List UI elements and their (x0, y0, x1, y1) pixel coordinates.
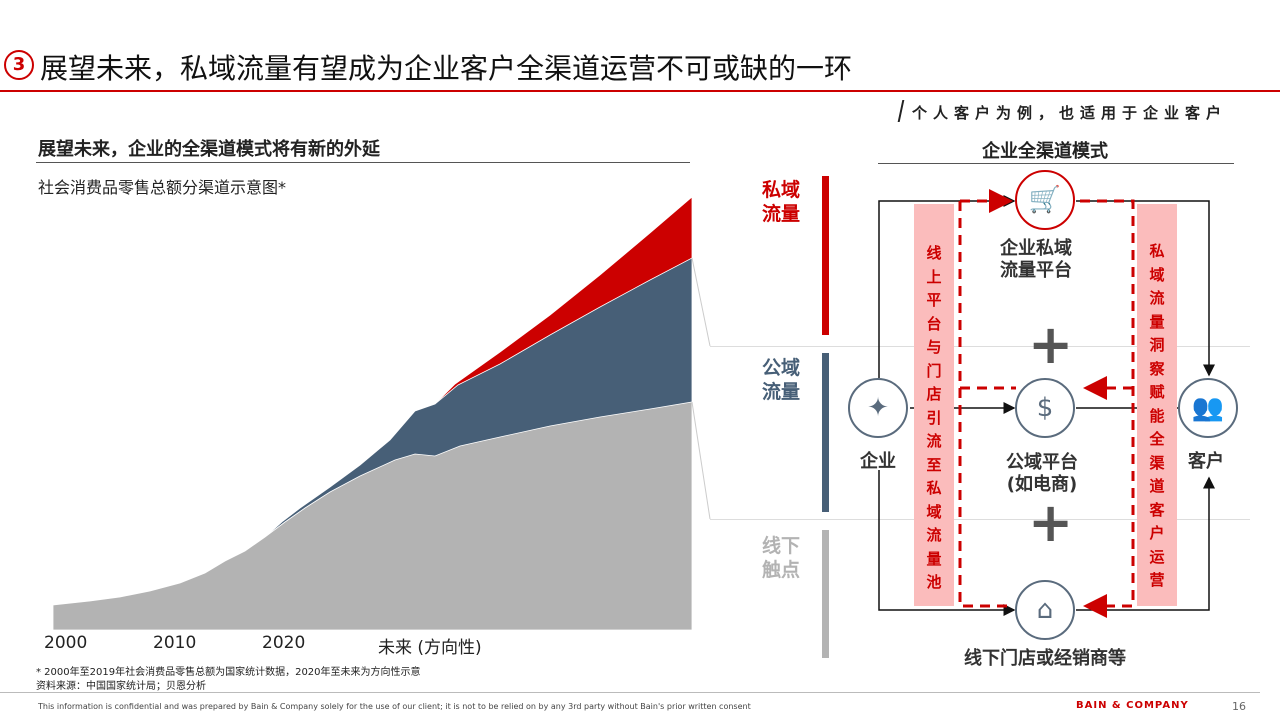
title-divider (0, 90, 1280, 92)
dashed-loop-left (958, 201, 1016, 390)
band-right-text: 私域流量洞察赋能全渠道客户运营 (1149, 242, 1165, 589)
footer-divider (0, 692, 1260, 693)
x-label: 2020 (262, 633, 306, 653)
right-heading: 企业全渠道模式 (982, 141, 1108, 162)
x-label: 2000 (44, 633, 88, 653)
section-number: 3 (4, 50, 34, 80)
node-offline-store: 线下门店或经销商等 (964, 648, 1126, 669)
bar-offline (822, 530, 829, 658)
page-number: 16 (1232, 700, 1246, 713)
bar-public (822, 353, 829, 512)
connector-line (691, 401, 711, 520)
connector-line (691, 257, 711, 347)
side-label-public: 公域 流量 (761, 357, 800, 403)
x-label: 2010 (153, 633, 197, 653)
dollar-gear-icon: $ (1015, 378, 1075, 438)
chart-subtitle: 社会消费品零售总额分渠道示意图* (38, 178, 287, 197)
node-enterprise: 企业 (860, 451, 896, 472)
side-label-offline: 线下 触点 (761, 535, 800, 581)
bar-private (822, 176, 829, 335)
arrow-offline-to-customer (1076, 476, 1215, 611)
band-left-online-to-private: 线上平台与门店引流至私域流量池 (914, 204, 954, 606)
node-public-platform: 公域平台 (如电商) (1006, 452, 1078, 495)
hand-price-tag-icon: ✦ (848, 378, 908, 438)
divider (710, 346, 1250, 347)
left-heading: 展望未来，企业的全渠道模式将有新的外延 (38, 139, 380, 160)
area-offline (52, 401, 693, 631)
divider (710, 519, 1250, 520)
side-label-private: 私域 流量 (761, 179, 800, 225)
footnote: * 2000年至2019年社会消费品零售总额为国家统计数据，2020年至未来为方… (36, 667, 421, 678)
stacked-area-chart (52, 196, 711, 631)
page-title: 展望未来，私域流量有望成为企业客户全渠道运营不可或缺的一环 (40, 52, 853, 85)
confidential-notice: This information is confidential and was… (38, 702, 751, 711)
source-note: 资料来源：中国国家统计局；贝恩分析 (36, 681, 206, 692)
band-left-text: 线上平台与门店引流至私域流量池 (926, 244, 942, 591)
right-divider (878, 163, 1234, 164)
dashed-line-to-offline (958, 388, 1012, 608)
plus-sign: + (1028, 491, 1074, 554)
shopping-cart-monitor-icon: 🛒 (1015, 170, 1075, 230)
node-private-platform: 企业私域 流量平台 (1000, 238, 1072, 281)
band-right-private-insight: 私域流量洞察赋能全渠道客户运营 (1137, 204, 1177, 606)
customers-group-icon: 👥 (1178, 378, 1238, 438)
arrow-enterprise-to-offline (878, 470, 1016, 616)
brand-logo: BAIN & COMPANY (1076, 700, 1189, 711)
left-divider (36, 162, 690, 163)
plus-sign: + (1028, 313, 1074, 376)
storefront-icon: ⌂ (1015, 580, 1075, 640)
x-label: 未来 (方向性) (378, 638, 482, 658)
dashed-arrow-to-offline (1080, 199, 1135, 618)
node-customer: 客户 (1188, 451, 1224, 472)
scope-note: 个人客户为例，也适用于企业客户 (912, 104, 1228, 122)
